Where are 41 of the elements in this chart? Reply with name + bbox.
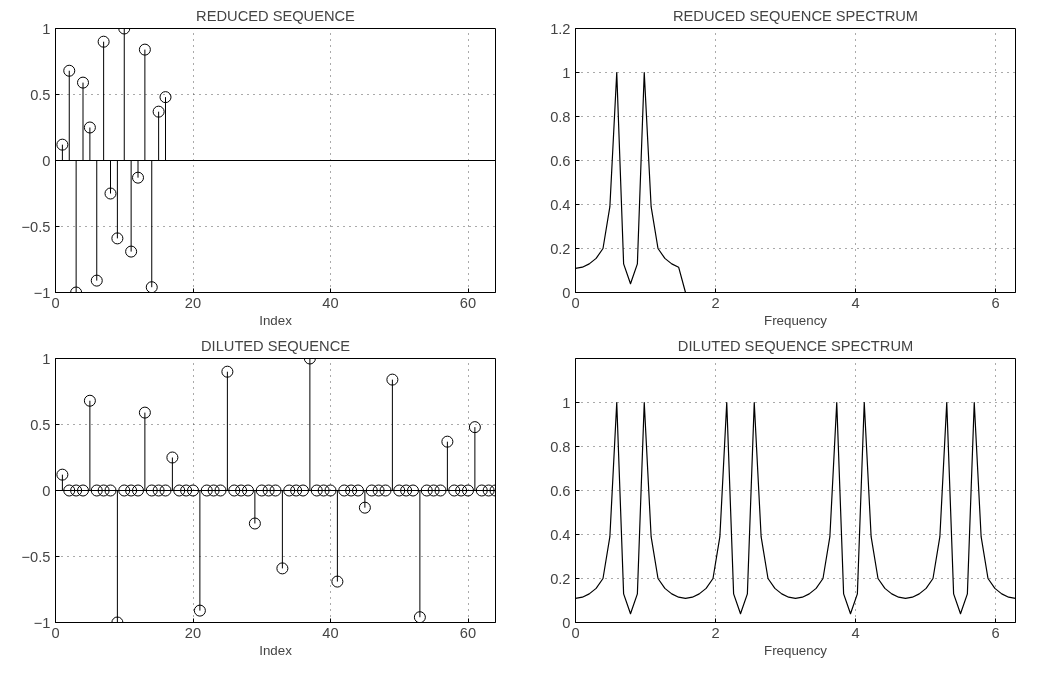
y-tick-label: −1 [33, 284, 51, 301]
x-tick-label: 20 [184, 294, 202, 311]
x-tick-label: 4 [851, 294, 860, 311]
x-tick-label: 20 [184, 624, 202, 641]
y-tick-label: −1 [33, 614, 51, 631]
x-tick-label: 6 [991, 624, 1000, 641]
y-tick-label: 1 [42, 350, 51, 367]
y-tick-label: 0.6 [550, 152, 571, 169]
x-tick-label: 40 [322, 624, 339, 641]
y-tick-label: −0.5 [21, 548, 51, 565]
y-tick-label: 0.4 [550, 526, 571, 543]
x-tick-label: 60 [459, 294, 477, 311]
y-tick-label: 1 [562, 64, 571, 81]
y-tick-label: 0.6 [550, 482, 571, 499]
x-axis-title: Frequency [764, 642, 828, 658]
y-tick-label: 0.2 [550, 240, 571, 257]
x-axis-title: Index [259, 642, 293, 658]
chart-title: DILUTED SEQUENCE SPECTRUM [677, 337, 914, 354]
y-tick-label: 1 [42, 20, 51, 37]
y-tick-label: 0.8 [550, 108, 571, 125]
chart-title: REDUCED SEQUENCE SPECTRUM [672, 7, 919, 24]
y-tick-label: −0.5 [21, 218, 51, 235]
y-tick-label: 0 [42, 482, 51, 499]
y-tick-label: 0.2 [550, 570, 571, 587]
y-tick-label: 1 [562, 394, 571, 411]
x-tick-label: 2 [711, 624, 720, 641]
x-tick-label: 40 [322, 294, 339, 311]
x-tick-label: 6 [991, 294, 1000, 311]
chart-title: DILUTED SEQUENCE [200, 337, 351, 354]
y-tick-label: 0.5 [30, 86, 51, 103]
x-tick-label: 60 [459, 624, 477, 641]
y-tick-label: 0.4 [550, 196, 571, 213]
x-axis-title: Frequency [764, 312, 828, 328]
chart-title: REDUCED SEQUENCE [196, 7, 356, 24]
y-tick-label: 0.5 [30, 416, 51, 433]
x-tick-label: 4 [851, 624, 860, 641]
y-tick-label: 0 [42, 152, 51, 169]
y-tick-label: 1.2 [550, 20, 571, 37]
x-tick-label: 2 [711, 294, 720, 311]
x-axis-title: Index [259, 312, 293, 328]
y-tick-label: 0.8 [550, 438, 571, 455]
